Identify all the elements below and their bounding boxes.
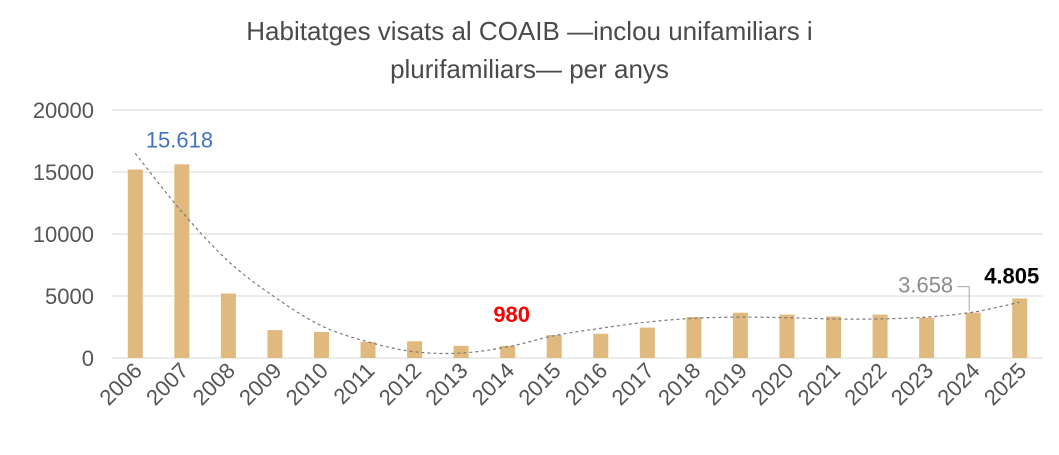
bar xyxy=(174,164,190,358)
x-tick-label: 2013 xyxy=(420,358,472,410)
x-tick-label: 2010 xyxy=(281,358,333,410)
chart-title: Habitatges visats al COAIB —inclou unifa… xyxy=(0,12,1059,88)
x-tick-label: 2007 xyxy=(141,358,193,410)
chart-title-line-1: Habitatges visats al COAIB —inclou unifa… xyxy=(246,16,813,46)
bar xyxy=(826,316,842,358)
x-tick-label: 2024 xyxy=(932,358,984,410)
chart-title-line-2: plurifamiliars— per anys xyxy=(390,54,669,84)
x-tick-label: 2009 xyxy=(234,358,286,410)
bar xyxy=(313,331,329,358)
leader-line xyxy=(957,286,970,311)
bar xyxy=(267,330,283,358)
x-tick-label: 2015 xyxy=(513,358,565,410)
trend-line xyxy=(134,153,1020,355)
bar xyxy=(779,314,795,358)
y-tick-label: 20000 xyxy=(33,98,94,123)
x-tick-label: 2021 xyxy=(793,358,845,410)
bar xyxy=(127,169,143,358)
bar xyxy=(360,341,376,358)
bar xyxy=(453,345,469,358)
bar xyxy=(593,333,609,358)
x-tick-label: 2008 xyxy=(188,358,240,410)
data-label: 3.658 xyxy=(898,273,953,298)
bar xyxy=(919,317,935,358)
y-tick-label: 10000 xyxy=(33,222,94,247)
y-tick-label: 5000 xyxy=(45,284,94,309)
bar xyxy=(639,327,655,358)
bar xyxy=(220,293,236,358)
bar xyxy=(407,341,423,358)
x-tick-label: 2006 xyxy=(95,358,147,410)
bar xyxy=(1012,298,1028,358)
x-tick-label: 2011 xyxy=(328,358,379,409)
bar xyxy=(732,312,748,358)
x-tick-label: 2022 xyxy=(839,358,891,410)
x-tick-label: 2019 xyxy=(700,358,752,410)
x-tick-label: 2018 xyxy=(653,358,705,410)
x-tick-label: 2012 xyxy=(374,358,426,410)
data-label: 4.805 xyxy=(984,263,1039,288)
x-tick-label: 2014 xyxy=(467,358,519,410)
x-tick-label: 2023 xyxy=(886,358,938,410)
y-tick-label: 0 xyxy=(82,346,94,371)
bar xyxy=(965,312,981,358)
data-label: 15.618 xyxy=(146,127,213,152)
x-tick-label: 2017 xyxy=(607,358,659,410)
x-tick-label: 2025 xyxy=(979,358,1031,410)
bar xyxy=(546,335,562,358)
bar xyxy=(872,314,888,358)
x-tick-label: 2016 xyxy=(560,358,612,410)
bar xyxy=(686,317,702,358)
y-tick-label: 15000 xyxy=(33,160,94,185)
x-tick-label: 2020 xyxy=(746,358,798,410)
data-label: 980 xyxy=(493,302,530,327)
bar xyxy=(500,345,516,358)
